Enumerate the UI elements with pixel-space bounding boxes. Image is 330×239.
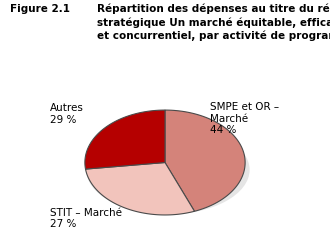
Text: Autres
29 %: Autres 29 % xyxy=(50,103,84,125)
Polygon shape xyxy=(85,110,165,169)
Text: SMPE et OR –
Marché
44 %: SMPE et OR – Marché 44 % xyxy=(210,102,279,136)
Ellipse shape xyxy=(86,125,249,214)
Polygon shape xyxy=(85,163,194,215)
Text: Répartition des dépenses au titre du résultat
stratégique Un marché équitable, e: Répartition des dépenses au titre du rés… xyxy=(97,4,330,41)
Polygon shape xyxy=(165,110,245,211)
Text: Figure 2.1: Figure 2.1 xyxy=(10,4,70,14)
Text: STIT – Marché
27 %: STIT – Marché 27 % xyxy=(50,208,122,229)
